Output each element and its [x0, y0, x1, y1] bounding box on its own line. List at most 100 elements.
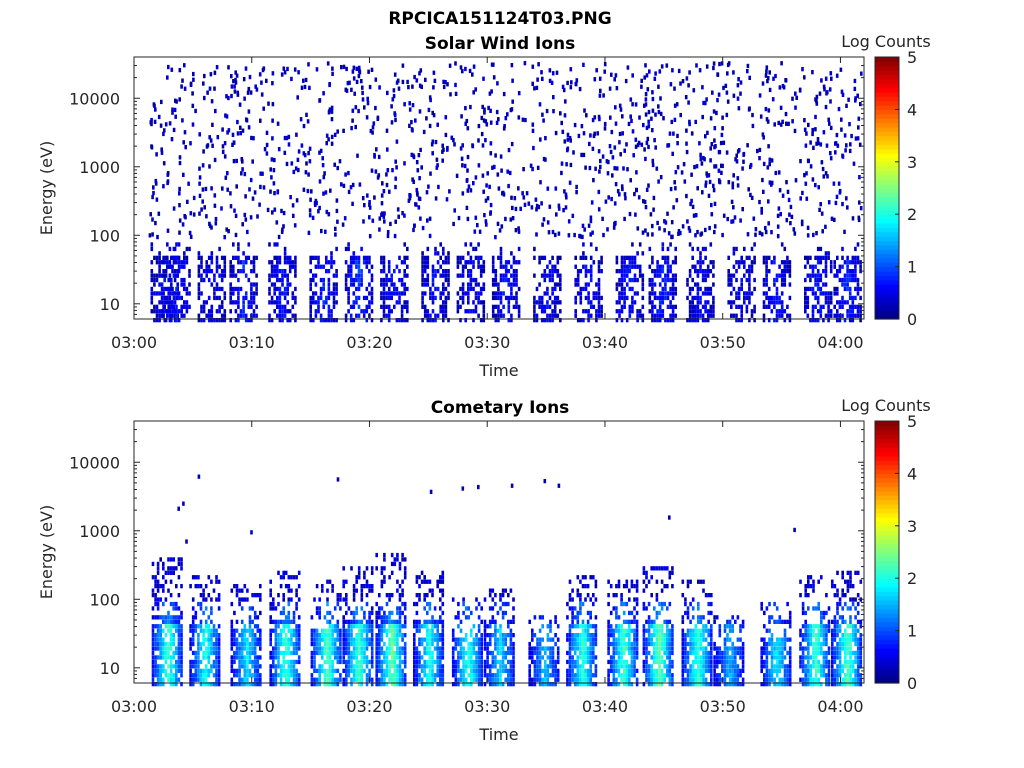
heatmap-cell — [491, 304, 495, 309]
heatmap-cell — [829, 71, 833, 76]
heatmap-cell — [260, 92, 264, 97]
heatmap-cell — [403, 624, 407, 629]
heatmap-cell — [279, 682, 283, 687]
heatmap-cell — [725, 112, 729, 118]
heatmap-cell — [479, 264, 483, 269]
heatmap-cell — [207, 668, 211, 673]
heatmap-cell — [499, 251, 503, 256]
heatmap-cell — [636, 142, 640, 148]
heatmap-cell — [803, 118, 806, 123]
heatmap-cell — [269, 668, 272, 673]
heatmap-cell — [494, 313, 498, 318]
heatmap-cell — [401, 677, 404, 682]
heatmap-cell — [252, 309, 256, 314]
heatmap-cell — [256, 641, 260, 647]
heatmap-cell — [754, 232, 757, 237]
heatmap-cell — [295, 588, 298, 593]
heatmap-cell — [461, 286, 465, 292]
heatmap-cell — [357, 659, 361, 665]
heatmap-cell — [579, 286, 583, 292]
heatmap-cell — [428, 606, 432, 611]
heatmap-cell — [321, 650, 324, 656]
heatmap-cell — [203, 95, 206, 101]
heatmap-cell — [370, 619, 374, 624]
heatmap-cell — [225, 114, 229, 119]
heatmap-cell — [174, 98, 177, 103]
heatmap-cell — [388, 624, 391, 629]
heatmap-cell — [589, 232, 592, 237]
heatmap-cell — [212, 633, 216, 638]
heatmap-cell — [175, 260, 178, 265]
heatmap-cell — [220, 255, 224, 260]
heatmap-cell — [368, 282, 371, 287]
heatmap-cell — [335, 246, 338, 252]
heatmap-cell — [233, 208, 236, 213]
heatmap-cell — [398, 255, 401, 260]
heatmap-cell — [403, 557, 407, 562]
heatmap-cell — [676, 165, 680, 170]
heatmap-cell — [740, 309, 743, 314]
x-tick-label: 03:00 — [111, 333, 157, 352]
heatmap-cell — [618, 295, 621, 301]
heatmap-cell — [748, 300, 751, 305]
heatmap-cell — [631, 255, 634, 260]
heatmap-cell — [246, 229, 249, 235]
heatmap-cell — [424, 77, 427, 82]
heatmap-cell — [360, 277, 363, 283]
heatmap-cell — [178, 97, 181, 102]
heatmap-cell — [838, 277, 842, 283]
heatmap-cell — [390, 619, 394, 624]
heatmap-cell — [363, 659, 366, 665]
heatmap-cell — [375, 659, 378, 665]
heatmap-cell — [308, 146, 312, 151]
heatmap-cell — [761, 132, 765, 137]
heatmap-cell — [244, 194, 247, 199]
heatmap-cell — [430, 142, 434, 147]
heatmap-cell — [229, 204, 233, 209]
heatmap-cell — [390, 650, 394, 656]
heatmap-cell — [431, 677, 434, 682]
heatmap-cell — [204, 186, 208, 192]
heatmap-cell — [542, 217, 546, 222]
heatmap-cell — [233, 668, 236, 673]
heatmap-cell — [274, 637, 278, 642]
heatmap-cell — [557, 206, 561, 211]
heatmap-cell — [398, 277, 401, 283]
heatmap-cell — [157, 114, 161, 120]
heatmap-cell — [243, 682, 247, 687]
heatmap-cell — [287, 142, 291, 147]
heatmap-cell — [653, 304, 657, 309]
heatmap-cell — [177, 606, 181, 611]
heatmap-cell — [163, 295, 166, 301]
heatmap-cell — [363, 105, 366, 110]
heatmap-cell — [220, 277, 224, 283]
heatmap-cell — [398, 291, 401, 296]
heatmap-cell — [317, 264, 320, 269]
heatmap-cell — [162, 269, 165, 274]
heatmap-cell — [159, 628, 162, 633]
heatmap-cell — [514, 228, 518, 233]
heatmap-cell — [378, 216, 382, 221]
heatmap-cell — [768, 180, 772, 185]
heatmap-cell — [151, 641, 155, 647]
heatmap-cell — [426, 673, 429, 678]
heatmap-cell — [656, 318, 659, 323]
heatmap-cell — [609, 115, 612, 120]
heatmap-cell — [383, 579, 386, 584]
heatmap-cell — [415, 160, 419, 165]
heatmap-cell — [287, 601, 291, 607]
heatmap-cell — [191, 615, 195, 620]
heatmap-cell — [213, 295, 216, 301]
heatmap-cell — [339, 673, 342, 678]
heatmap-cell — [164, 624, 168, 629]
heatmap-cell — [284, 637, 288, 642]
heatmap-cell — [509, 217, 513, 222]
heatmap-cell — [284, 619, 288, 624]
heatmap-cell — [541, 222, 544, 227]
heatmap-cell — [302, 78, 305, 83]
heatmap-cell — [767, 269, 771, 274]
heatmap-cell — [370, 633, 374, 638]
heatmap-cell — [431, 151, 434, 156]
heatmap-cell — [579, 300, 583, 305]
heatmap-cell — [177, 624, 181, 629]
